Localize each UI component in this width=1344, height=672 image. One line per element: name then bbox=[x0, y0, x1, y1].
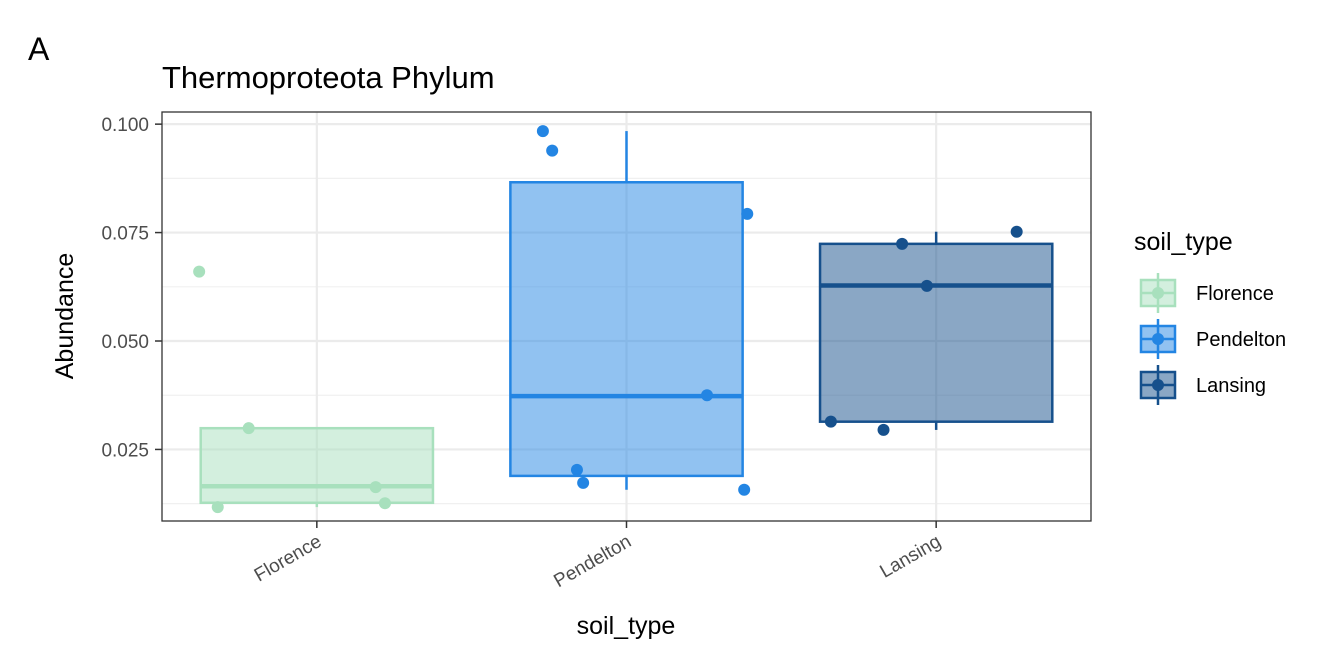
plot-area: 0.025 0.050 0.075 0.100 Florence Pendelton Lan… bbox=[101, 111, 1092, 592]
data-point bbox=[369, 481, 382, 494]
data-point bbox=[536, 125, 549, 138]
box-lansing bbox=[818, 242, 1054, 423]
data-point bbox=[570, 463, 583, 476]
y-tick-label: 0.050 bbox=[101, 332, 149, 353]
data-point bbox=[577, 476, 590, 489]
data-point bbox=[701, 389, 714, 402]
data-point bbox=[877, 423, 890, 436]
legend-key-point bbox=[1152, 287, 1164, 299]
data-point bbox=[896, 237, 909, 250]
panel-tag: A bbox=[28, 31, 50, 67]
legend-label-pendelton: Pendelton bbox=[1196, 329, 1286, 351]
data-point bbox=[738, 483, 751, 496]
legend-key-point bbox=[1152, 333, 1164, 345]
legend-key-point bbox=[1152, 379, 1164, 391]
y-tick-label: 0.100 bbox=[101, 115, 149, 136]
y-tick-label: 0.025 bbox=[101, 440, 149, 461]
legend-label-florence: Florence bbox=[1196, 283, 1274, 305]
box-florence bbox=[199, 426, 435, 505]
data-point bbox=[242, 422, 255, 435]
legend-label-lansing: Lansing bbox=[1196, 375, 1266, 397]
data-point bbox=[378, 497, 391, 510]
data-point bbox=[824, 415, 837, 428]
legend: soil_type Florence Pendelton Lansing bbox=[1134, 228, 1286, 405]
x-tick-label: Florence bbox=[251, 531, 326, 586]
data-point bbox=[1010, 225, 1023, 238]
x-axis-title: soil_type bbox=[577, 612, 676, 640]
y-axis-title: Abundance bbox=[51, 253, 79, 380]
data-point bbox=[920, 279, 933, 292]
data-point bbox=[546, 144, 559, 157]
x-tick-label: Pendelton bbox=[550, 531, 635, 592]
data-point bbox=[211, 501, 224, 514]
data-point bbox=[193, 265, 206, 278]
legend-title: soil_type bbox=[1134, 228, 1233, 256]
data-point bbox=[741, 207, 754, 220]
x-tick-label: Lansing bbox=[877, 531, 945, 582]
box-pendelton bbox=[509, 181, 744, 478]
chart-title: Thermoproteota Phylum bbox=[162, 60, 495, 95]
y-tick-label: 0.075 bbox=[101, 224, 149, 245]
